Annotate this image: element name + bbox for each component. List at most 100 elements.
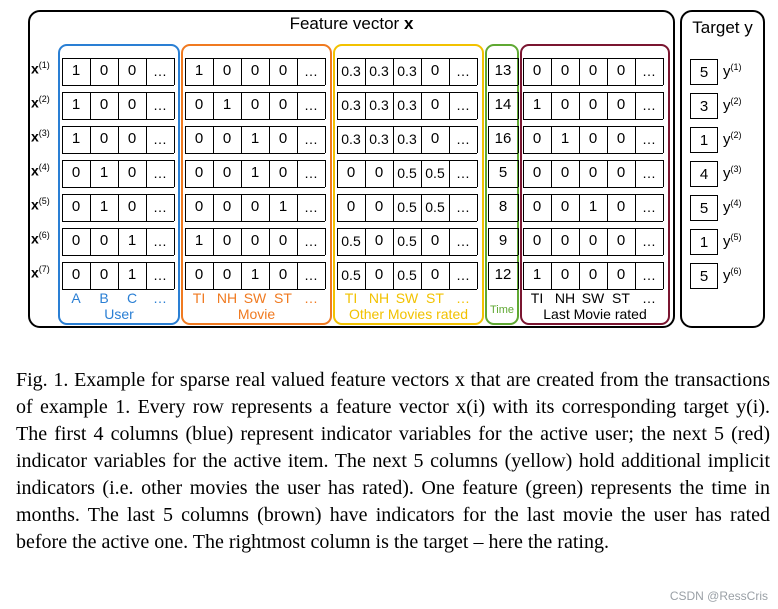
other-cell: 0.3 xyxy=(341,131,361,147)
user-cell: 1 xyxy=(127,266,137,283)
cell-border xyxy=(325,92,326,119)
cell-border xyxy=(449,194,450,221)
time-cell: 14 xyxy=(494,96,512,113)
cell-border xyxy=(118,160,119,187)
cell-border xyxy=(635,92,636,119)
feature-title-bold: x xyxy=(403,14,414,33)
cell-border xyxy=(523,194,524,221)
row-index: (3) xyxy=(38,128,50,138)
cell-border xyxy=(523,221,663,222)
last-cell: 0 xyxy=(616,62,626,79)
target-symbol: y xyxy=(723,63,731,80)
target-frame xyxy=(680,10,765,328)
target-symbol: y xyxy=(723,267,731,284)
last-cell: 0 xyxy=(616,232,626,249)
other-cell: … xyxy=(456,165,470,181)
cell-border xyxy=(488,228,518,229)
cell-border xyxy=(635,228,636,255)
cell-border xyxy=(488,92,489,119)
cell-border xyxy=(62,262,174,263)
cell-border xyxy=(579,160,580,187)
user-sub-label: A xyxy=(71,290,81,306)
user-cell: 0 xyxy=(71,198,81,215)
cell-border xyxy=(518,126,519,153)
cell-border xyxy=(118,58,119,85)
cell-border xyxy=(523,119,663,120)
other-cell: 0 xyxy=(430,266,440,283)
cell-border xyxy=(393,228,394,255)
movie-cell: 0 xyxy=(194,130,204,147)
cell-border xyxy=(185,92,186,119)
cell-border xyxy=(62,289,174,290)
cell-border xyxy=(488,58,518,59)
user-cell: 1 xyxy=(71,96,81,113)
movie-cell: 0 xyxy=(222,198,232,215)
cell-border xyxy=(579,194,580,221)
movie-cell: 1 xyxy=(222,96,232,113)
user-cell: 0 xyxy=(99,232,109,249)
cell-border xyxy=(365,160,366,187)
cell-border xyxy=(241,58,242,85)
cell-border xyxy=(62,153,174,154)
last-cell: 0 xyxy=(560,96,570,113)
user-cell: 1 xyxy=(71,130,81,147)
cell-border xyxy=(663,92,664,119)
cell-border xyxy=(393,194,394,221)
time-cell: 12 xyxy=(494,266,512,283)
cell-border xyxy=(523,126,663,127)
cell-border xyxy=(337,119,477,120)
cell-border xyxy=(365,58,366,85)
watermark: CSDN @RessCris xyxy=(669,589,768,603)
row-symbol: x xyxy=(31,128,39,145)
movie-cell: 0 xyxy=(278,62,288,79)
last-cell: 0 xyxy=(532,62,542,79)
row-index: (2) xyxy=(38,94,50,104)
cell-border xyxy=(607,126,608,153)
cell-border xyxy=(174,160,175,187)
cell-border xyxy=(185,187,325,188)
cell-border xyxy=(449,126,450,153)
cell-border xyxy=(213,228,214,255)
target-symbol: y xyxy=(723,165,731,182)
target-symbol: y xyxy=(723,199,731,216)
other-cell: 0.5 xyxy=(341,233,361,249)
cell-border xyxy=(607,160,608,187)
other-cell: 0.3 xyxy=(369,97,389,113)
last-cell: 0 xyxy=(560,198,570,215)
cell-border xyxy=(488,228,489,255)
cell-border xyxy=(241,194,242,221)
last-cell: 0 xyxy=(560,232,570,249)
target-index: (1) xyxy=(730,62,742,72)
movie-cell: 0 xyxy=(222,266,232,283)
cell-border xyxy=(421,194,422,221)
cell-border xyxy=(523,92,524,119)
cell-border xyxy=(337,194,338,221)
cell-border xyxy=(518,92,519,119)
movie-cell: 0 xyxy=(250,96,260,113)
user-cell: 1 xyxy=(127,232,137,249)
cell-border xyxy=(337,187,477,188)
cell-border xyxy=(241,228,242,255)
other-cell: 0.5 xyxy=(397,267,417,283)
cell-border xyxy=(337,126,477,127)
cell-border xyxy=(185,262,186,289)
cell-border xyxy=(213,126,214,153)
row-symbol: x xyxy=(31,60,39,77)
other-cell: 0 xyxy=(430,96,440,113)
cell-border xyxy=(62,58,174,59)
last-cell: 0 xyxy=(616,198,626,215)
caption-text: Fig. 1. Example for sparse real valued f… xyxy=(16,369,770,553)
cell-border xyxy=(421,160,422,187)
cell-border xyxy=(297,126,298,153)
movie-cell: 1 xyxy=(250,266,260,283)
last-cell: … xyxy=(642,199,656,215)
cell-border xyxy=(90,126,91,153)
cell-border xyxy=(337,160,338,187)
cell-border xyxy=(118,92,119,119)
movie-cell: 0 xyxy=(194,266,204,283)
cell-border xyxy=(523,228,663,229)
target-index: (6) xyxy=(730,266,742,276)
cell-border xyxy=(185,153,325,154)
user-cell: 0 xyxy=(127,198,137,215)
cell-border xyxy=(325,262,326,289)
